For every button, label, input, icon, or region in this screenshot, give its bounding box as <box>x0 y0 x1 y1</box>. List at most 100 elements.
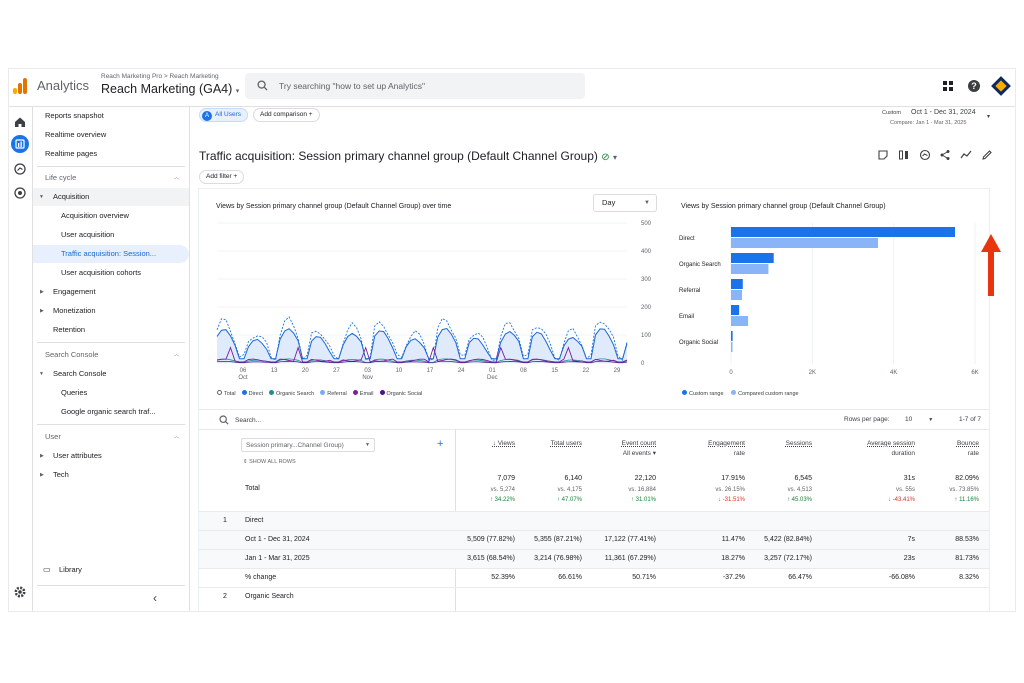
bar-compare[interactable] <box>731 290 742 300</box>
home-icon[interactable] <box>13 115 27 129</box>
rows-per-page-select[interactable]: 10 ▼ <box>905 416 933 423</box>
add-filter-button[interactable]: Add filter + <box>199 170 245 184</box>
sidebar-item-user-acquisition[interactable]: User acquisition <box>61 230 115 239</box>
sidebar-item-user-attributes[interactable]: ▶ User attributes <box>33 447 189 465</box>
column-header[interactable]: Bounce rate <box>957 439 979 459</box>
section-label: Search Console <box>45 350 99 359</box>
granularity-dropdown[interactable]: Day ▼ <box>593 194 657 212</box>
collapse-sidebar-icon[interactable]: ‹ <box>153 591 157 605</box>
legend-item: Organic Search <box>269 390 314 397</box>
segment-chip-all-users[interactable]: A All Users <box>199 108 249 122</box>
table-row[interactable]: Jan 1 - Mar 31, 2025 3,615 (68.54%) 3,214 … <box>199 549 989 568</box>
column-header[interactable]: Total users <box>551 439 582 449</box>
add-comparison-button[interactable]: Add comparison + <box>253 108 320 122</box>
edit-pencil-icon[interactable] <box>981 149 993 161</box>
date-range-type: Custom <box>882 110 901 116</box>
sidebar-item-retention[interactable]: Retention <box>53 325 86 334</box>
column-header[interactable]: Average session duration <box>867 439 915 459</box>
table-group-row[interactable]: 2 Organic Search <box>199 587 989 606</box>
sidebar-item-google-organic-search[interactable]: Google organic search traf... <box>61 407 156 416</box>
x-tick-label: 22 <box>582 368 589 374</box>
total-compare-value: vs. 16,884 <box>628 487 656 493</box>
bar-current[interactable] <box>731 253 774 263</box>
legend-label: Email <box>359 391 374 397</box>
insights-trend-icon[interactable] <box>960 149 972 161</box>
bar-compare[interactable] <box>731 342 733 352</box>
bar-current[interactable] <box>731 331 733 341</box>
bar-compare[interactable] <box>731 264 769 274</box>
bar-compare[interactable] <box>731 316 749 326</box>
sidebar-item-traffic-acquisition[interactable]: Traffic acquisition: Session... <box>33 245 189 263</box>
row-value: 3,257 (72.17%) <box>764 555 812 562</box>
lifecycle-section-header[interactable]: Life cycle ︿ <box>33 169 189 187</box>
table-row[interactable]: % change 52.39% 66.61% 50.71% -37.2% 66.47% -6… <box>199 568 989 587</box>
date-range[interactable]: Oct 1 - Dec 31, 2024 <box>911 109 976 116</box>
app-name: Analytics <box>37 78 90 93</box>
title-chevron-down-icon[interactable]: ▾ <box>612 153 617 162</box>
date-chevron-down-icon[interactable]: ▾ <box>987 114 991 120</box>
explore-icon[interactable] <box>13 162 27 176</box>
explore-chart-icon[interactable] <box>919 149 931 161</box>
sidebar-item-library[interactable]: ▭ Library <box>33 561 189 579</box>
row-value: 50.71% <box>632 574 656 581</box>
insights-note-icon[interactable] <box>877 149 889 161</box>
table-search-input[interactable]: Search... <box>235 417 262 424</box>
column-header[interactable]: ↓ Views <box>493 439 515 449</box>
bar-current[interactable] <box>731 279 743 289</box>
sidebar-item-acquisition[interactable]: ▼ Acquisition <box>33 188 189 206</box>
property-selector[interactable]: Reach Marketing (GA4) ▾ <box>101 82 239 96</box>
category-label: Organic Search <box>679 262 721 268</box>
sidebar-item-acquisition-overview[interactable]: Acquisition overview <box>61 211 129 220</box>
dropdown-arrow-icon: ▼ <box>365 442 370 448</box>
expand-caret-icon: ▶ <box>40 472 44 478</box>
compare-columns-icon[interactable] <box>898 149 910 161</box>
table-group-row[interactable]: 1 Direct <box>199 511 989 530</box>
legend-dot <box>241 390 247 395</box>
search-input[interactable]: Try searching "how to set up Analytics" <box>245 73 585 99</box>
pagination-status: 1-7 of 7 <box>959 416 982 423</box>
bar-compare[interactable] <box>731 238 879 248</box>
report-card: Views by Session primary channel group (… <box>199 189 989 611</box>
sidebar-item-search-console[interactable]: ▼ Search Console <box>33 365 189 383</box>
advertising-icon[interactable] <box>13 186 27 200</box>
settings-gear-icon[interactable] <box>13 585 27 599</box>
column-header[interactable]: Sessions <box>786 439 812 449</box>
help-icon[interactable]: ? <box>967 79 981 93</box>
total-value: 17.91% <box>721 475 745 482</box>
sidebar-item-realtime-pages[interactable]: Realtime pages <box>45 149 98 158</box>
dimension-select[interactable]: Session primary...Channel Group) ▼ <box>241 438 375 452</box>
compare-range[interactable]: Compare: Jan 1 - Mar 31, 2025 <box>890 120 967 126</box>
account-breadcrumb[interactable]: Reach Marketing Pro > Reach Marketing <box>101 73 219 80</box>
row-value: 8.32% <box>959 574 979 581</box>
sidebar-item-queries[interactable]: Queries <box>61 388 88 397</box>
account-avatar[interactable] <box>991 76 1011 96</box>
column-header[interactable]: Engagement rate <box>708 439 745 459</box>
y-tick-label: 300 <box>641 277 652 283</box>
x-tick-month: Oct <box>238 375 248 381</box>
share-icon[interactable] <box>939 149 951 161</box>
sidebar-item-user-acquisition-cohorts[interactable]: User acquisition cohorts <box>61 268 142 277</box>
bar-current[interactable] <box>731 305 740 315</box>
apps-grid-icon[interactable] <box>941 79 955 93</box>
x-tick-label: 0 <box>729 370 733 376</box>
user-section-header[interactable]: User ︿ <box>33 428 189 446</box>
total-change-value: ↓ -31.51% <box>717 497 745 503</box>
table-row[interactable]: Oct 1 - Dec 31, 2024 5,509 (77.82%) 5,355 … <box>199 530 989 549</box>
plus-icon: + <box>233 173 238 180</box>
page-title: Traffic acquisition: Session primary cha… <box>199 149 617 163</box>
column-header[interactable]: Event count All events ▾ <box>622 439 656 459</box>
sidebar-item-engagement[interactable]: ▶ Engagement <box>33 283 189 301</box>
table-toolbar: Search... Rows per page: 10 ▼ 1-7 of 7 <box>199 409 989 429</box>
add-dimension-plus-icon[interactable]: + <box>437 438 444 450</box>
show-all-rows-button[interactable]: ⇕ SHOW ALL ROWS <box>243 459 296 465</box>
sidebar-item-realtime-overview[interactable]: Realtime overview <box>45 130 107 139</box>
reports-icon[interactable] <box>11 135 29 153</box>
sidebar-item-reports-snapshot[interactable]: Reports snapshot <box>45 111 104 120</box>
y-tick-label: 500 <box>641 221 652 227</box>
column-header-sublabel: duration <box>891 450 916 457</box>
bar-current[interactable] <box>731 227 956 237</box>
sidebar-item-tech[interactable]: ▶ Tech <box>33 466 189 484</box>
sidebar-item-monetization[interactable]: ▶ Monetization <box>33 302 189 320</box>
search-console-section-header[interactable]: Search Console ︿ <box>33 346 189 364</box>
